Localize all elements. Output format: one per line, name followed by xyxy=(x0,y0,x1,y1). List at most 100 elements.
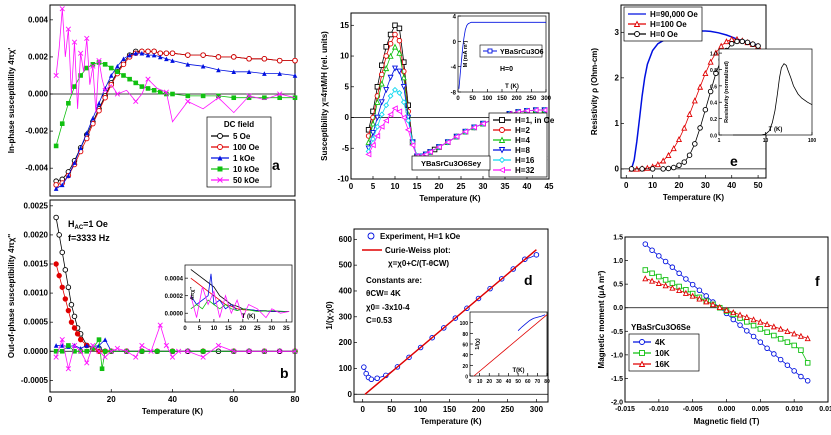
x-tick-label: 0 xyxy=(624,181,629,190)
data-point xyxy=(689,281,696,288)
data-point xyxy=(533,252,540,258)
y-tick-label: 0.0004 xyxy=(165,277,184,283)
x-tick-label: 250 xyxy=(526,96,537,102)
data-point xyxy=(157,89,163,95)
data-point xyxy=(764,329,770,335)
x-tick-label: -0.015 xyxy=(615,406,635,413)
x-tick-label: 30 xyxy=(268,326,275,332)
legend-entry: H=4 xyxy=(515,136,530,145)
data-point xyxy=(737,322,743,328)
data-point xyxy=(66,343,71,348)
data-point xyxy=(96,337,102,342)
x-axis-label: Temperature (K) xyxy=(663,193,725,202)
data-point xyxy=(78,73,83,78)
data-point xyxy=(660,157,667,164)
x-axis-label: Magnetic field (T) xyxy=(694,417,760,426)
data-point xyxy=(200,63,206,69)
data-point xyxy=(154,348,160,354)
data-point xyxy=(387,111,394,118)
data-point xyxy=(374,375,380,381)
y-tick-label: 80 xyxy=(462,332,468,338)
annotation-b: HAC=1 Oe f=3333 Hz xyxy=(68,219,110,243)
data-point xyxy=(374,123,381,130)
data-point xyxy=(777,336,784,342)
data-point xyxy=(383,102,390,109)
data-point xyxy=(170,58,175,63)
data-point xyxy=(730,316,737,323)
data-point xyxy=(133,354,139,360)
x-tick-label: 150 xyxy=(443,405,457,414)
data-point xyxy=(730,309,737,316)
y-tick-label: 400 xyxy=(339,286,353,295)
x-tick-label: 10 xyxy=(211,326,218,332)
data-point xyxy=(660,166,666,172)
data-point xyxy=(121,73,126,78)
data-point xyxy=(676,162,682,169)
y-tick-label: 15 xyxy=(340,21,349,30)
legend-f: 4K 10K 16K xyxy=(628,333,700,372)
y-tick-label: 0.4 xyxy=(710,101,717,107)
inset-x-label: T (K) xyxy=(505,84,519,90)
legend-e: H=90,000 OeH=100 OeH=0 Oe xyxy=(623,6,703,42)
x-tick-label: 10 xyxy=(763,138,769,144)
legend-entry: H=90,000 Oe xyxy=(650,10,698,19)
y-tick-label: -1.0 xyxy=(611,352,623,359)
x-tick-label: 30 xyxy=(701,181,710,190)
y-tick-label: 200 xyxy=(339,338,353,347)
plot-frame xyxy=(718,48,813,136)
data-point xyxy=(378,99,385,106)
y-tick-label: 20 xyxy=(462,364,468,370)
x-tick-label: 25 xyxy=(254,326,261,332)
series-line xyxy=(190,286,290,319)
data-point xyxy=(662,282,669,289)
data-point xyxy=(709,301,716,308)
data-point xyxy=(215,54,222,60)
legend-a: DC field 5 Oe 100 Oe 1 kOe 10 kOe 50 kOe xyxy=(206,116,272,188)
sample-label: YBaSrCu3O6Sey xyxy=(421,159,482,168)
series-curie-weiss-plot- xyxy=(364,249,537,395)
y-tick-label: 40 xyxy=(462,353,468,359)
y-tick-label: -0.0005 xyxy=(21,376,49,385)
y-tick-label: 1.0 xyxy=(710,52,717,58)
data-point xyxy=(739,38,746,45)
x-tick-label: 80 xyxy=(544,379,550,385)
y-tick-label: 0.0025 xyxy=(24,201,49,210)
data-point xyxy=(628,166,635,172)
data-point xyxy=(764,345,770,352)
data-point xyxy=(713,70,719,77)
data-point xyxy=(734,38,740,45)
legend-box xyxy=(206,116,272,188)
data-point xyxy=(642,241,649,247)
data-point xyxy=(691,97,698,104)
y-tick-label: -0.5 xyxy=(611,329,623,336)
data-point xyxy=(215,342,222,349)
data-point xyxy=(702,69,709,77)
panel-label: d xyxy=(524,272,533,288)
series-line xyxy=(473,314,548,377)
y-tick-label: 0 xyxy=(453,40,457,46)
data-point xyxy=(71,313,78,320)
data-point xyxy=(170,91,175,97)
legend-entry: 50 kOe xyxy=(233,176,260,185)
data-point xyxy=(400,114,407,121)
y-tick-label: 1.5 xyxy=(613,235,623,242)
data-point xyxy=(470,124,477,131)
data-point xyxy=(65,307,72,314)
y-tick-label: -5 xyxy=(342,144,350,153)
data-point xyxy=(728,40,735,47)
y-tick-label: 0.0002 xyxy=(165,294,184,300)
data-point xyxy=(90,62,96,67)
y-tick-label: 0.8 xyxy=(710,68,717,74)
data-point xyxy=(791,368,797,374)
inset-legend-entry: YBaSrCu3O6 xyxy=(500,49,544,56)
x-tick-label: 30 xyxy=(496,379,502,385)
data-point xyxy=(368,376,375,383)
data-point xyxy=(84,348,90,354)
chart-b_inset: 0.0000 0.0002 0.0004 0 5 10 15 20 25 30 35 T (K) 4πχ… xyxy=(165,264,293,332)
plot-frame xyxy=(624,236,829,403)
y-axis-label: Resistivity ρ (Ohm-cm) xyxy=(590,48,599,136)
y-tick-label: 1 xyxy=(615,119,620,128)
data-point xyxy=(689,292,696,299)
data-point xyxy=(90,346,96,351)
